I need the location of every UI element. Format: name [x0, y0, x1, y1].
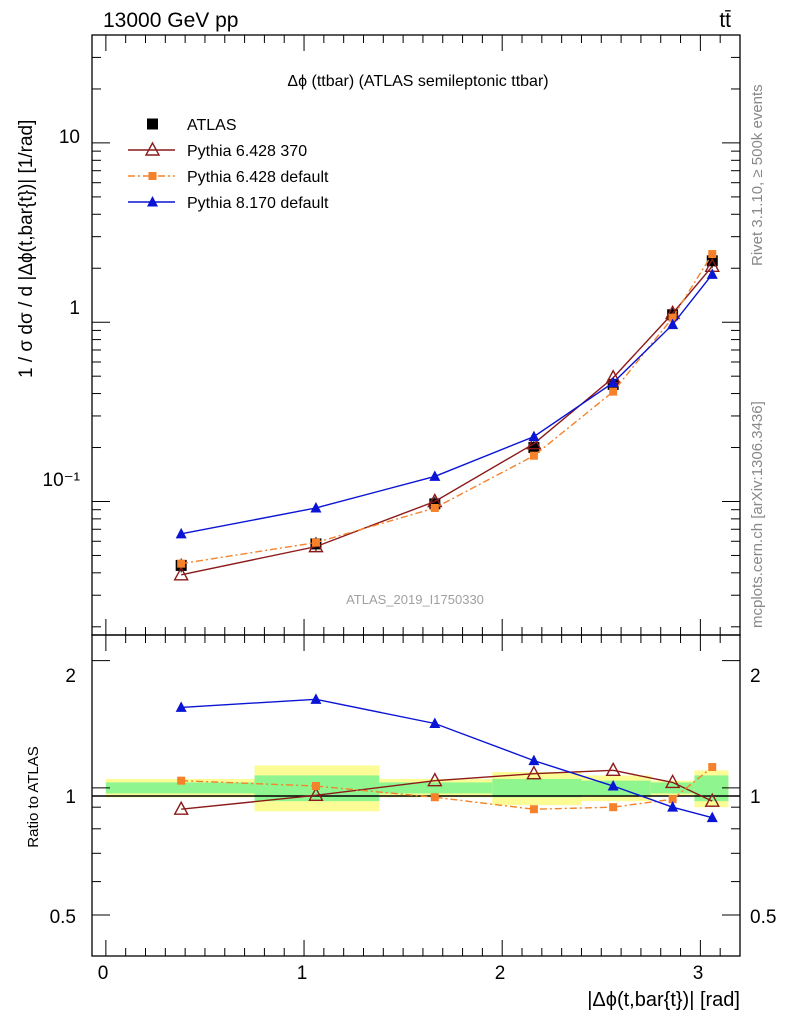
main-point-atlas — [528, 442, 540, 454]
ratio-point-pythia-8-170-default — [310, 693, 322, 704]
ratio-uncertainty-bands — [105, 765, 729, 812]
ratio-point-pythia-8-170-default — [706, 811, 718, 823]
ratio-axis-ticks — [92, 635, 740, 956]
main-point-pythia-8-170-default — [528, 430, 540, 442]
legend: ATLAS Pythia 6.428 370 Pythia 6.428 defaul… — [128, 117, 329, 212]
rivet-label: Rivet 3.1.10, ≥ 500k events — [749, 84, 766, 266]
ratio-y-axis-label: Ratio to ATLAS — [25, 746, 42, 847]
ratio-panel: Ratio to ATLAS 2 1 0.5 2 1 0.5 0 1 2 3 |… — [25, 634, 776, 1011]
ratio-tick-label-2-left: 2 — [65, 666, 76, 687]
main-series-group — [173, 250, 720, 581]
main-axis-ticks — [92, 34, 740, 635]
x-tick-label-2: 2 — [495, 963, 506, 984]
x-tick-label-0: 0 — [98, 963, 109, 984]
mcplots-label: mcplots.cern.ch [arXiv:1306.3436] — [749, 401, 766, 628]
legend-label-pythia-6-428-default: Pythia 6.428 default — [187, 169, 329, 186]
x-tick-label-3: 3 — [693, 963, 704, 984]
analysis-watermark: ATLAS_2019_I1750330 — [346, 592, 484, 607]
main-point-pythia-8-170-default — [310, 501, 322, 513]
ratio-point-pythia-8-170-default — [667, 801, 679, 812]
main-point-pythia-6-428-default — [430, 503, 439, 512]
main-point-pythia-6-428-370 — [526, 435, 542, 450]
main-point-pythia-8-170-default — [667, 318, 679, 330]
ratio-point-pythia-8-170-default — [175, 701, 187, 712]
ratio-tick-label-1-left: 1 — [65, 787, 76, 808]
ratio-point-pythia-8-170-default — [528, 754, 540, 766]
main-point-pythia-8-170-default — [607, 376, 619, 388]
main-point-atlas — [706, 255, 718, 267]
ratio-series-group — [173, 693, 720, 823]
y-tick-label-0.1: 10⁻¹ — [43, 470, 81, 491]
ratio-tick-label-1-right: 1 — [750, 787, 761, 808]
main-point-atlas — [429, 498, 441, 510]
legend-label-atlas: ATLAS — [187, 117, 237, 134]
ratio-point-pythia-6-428-370 — [308, 786, 324, 802]
main-y-axis-label: 1 / σ dσ / d |Δϕ(t,bar{t})| [1/rad] — [16, 120, 37, 378]
ratio-band-inner — [492, 778, 582, 798]
process-label: tt̄ — [719, 9, 731, 32]
ratio-point-pythia-6-428-370 — [704, 792, 720, 807]
main-point-pythia-6-428-default — [177, 559, 186, 568]
x-axis-label: |Δϕ(t,bar{t})| [rad] — [587, 989, 740, 1011]
main-point-pythia-6-428-default — [529, 451, 538, 460]
ratio-line-pythia-6-428-370 — [181, 769, 713, 810]
ratio-point-pythia-8-170-default — [607, 780, 619, 791]
legend-label-pythia-6-428-370: Pythia 6.428 370 — [187, 143, 307, 160]
y-tick-label-1: 1 — [69, 298, 80, 319]
ratio-point-pythia-6-428-default — [177, 776, 186, 785]
legend-marker-pythia-6-428-370 — [144, 141, 161, 156]
legend-marker-pythia-6-428-default — [148, 172, 157, 180]
ratio-band-inner — [379, 782, 493, 794]
main-title: Δϕ (ttbar) (ATLAS semileptonic ttbar) — [287, 73, 548, 90]
ratio-point-pythia-6-428-370 — [427, 772, 443, 787]
ratio-point-pythia-6-428-370 — [664, 773, 681, 789]
main-point-pythia-8-170-default — [175, 527, 187, 539]
main-point-pythia-6-428-default — [311, 538, 320, 547]
x-tick-label-1: 1 — [297, 963, 308, 984]
ratio-point-pythia-6-428-default — [668, 795, 677, 804]
ratio-point-pythia-6-428-default — [708, 763, 717, 772]
ratio-point-pythia-6-428-default — [529, 805, 538, 814]
ratio-point-pythia-6-428-default — [609, 803, 618, 812]
main-point-pythia-8-170-default — [706, 268, 718, 279]
main-line-pythia-6-428-default — [181, 253, 713, 565]
y-tick-label-10: 10 — [59, 127, 80, 148]
legend-label-pythia-8-170-default: Pythia 8.170 default — [187, 195, 329, 212]
ratio-point-pythia-6-428-default — [430, 793, 439, 802]
main-point-pythia-6-428-default — [708, 250, 717, 259]
legend-marker-atlas — [147, 118, 158, 130]
ratio-band-inner — [105, 782, 255, 794]
main-point-pythia-6-428-default — [609, 387, 618, 396]
ratio-point-pythia-6-428-default — [311, 782, 320, 791]
main-line-pythia-6-428-370 — [181, 265, 713, 576]
ratio-tick-label-0.5-left: 0.5 — [50, 907, 76, 928]
ratio-point-pythia-8-170-default — [429, 717, 441, 728]
ratio-tick-label-2-right: 2 — [750, 666, 761, 687]
main-point-pythia-6-428-default — [668, 313, 677, 322]
energy-label: 13000 GeV pp — [103, 9, 238, 32]
main-panel: Δϕ (ttbar) (ATLAS semileptonic ttbar) AT… — [16, 34, 741, 636]
ratio-tick-label-0.5-right: 0.5 — [750, 907, 776, 928]
main-point-pythia-6-428-370 — [173, 566, 189, 581]
ratio-point-pythia-6-428-370 — [173, 800, 189, 815]
ratio-point-pythia-6-428-370 — [605, 761, 621, 777]
legend-marker-pythia-8-170-default — [147, 196, 158, 207]
main-point-pythia-8-170-default — [429, 470, 441, 481]
ratio-frame — [91, 634, 741, 957]
ratio-point-pythia-6-428-370 — [526, 765, 542, 780]
